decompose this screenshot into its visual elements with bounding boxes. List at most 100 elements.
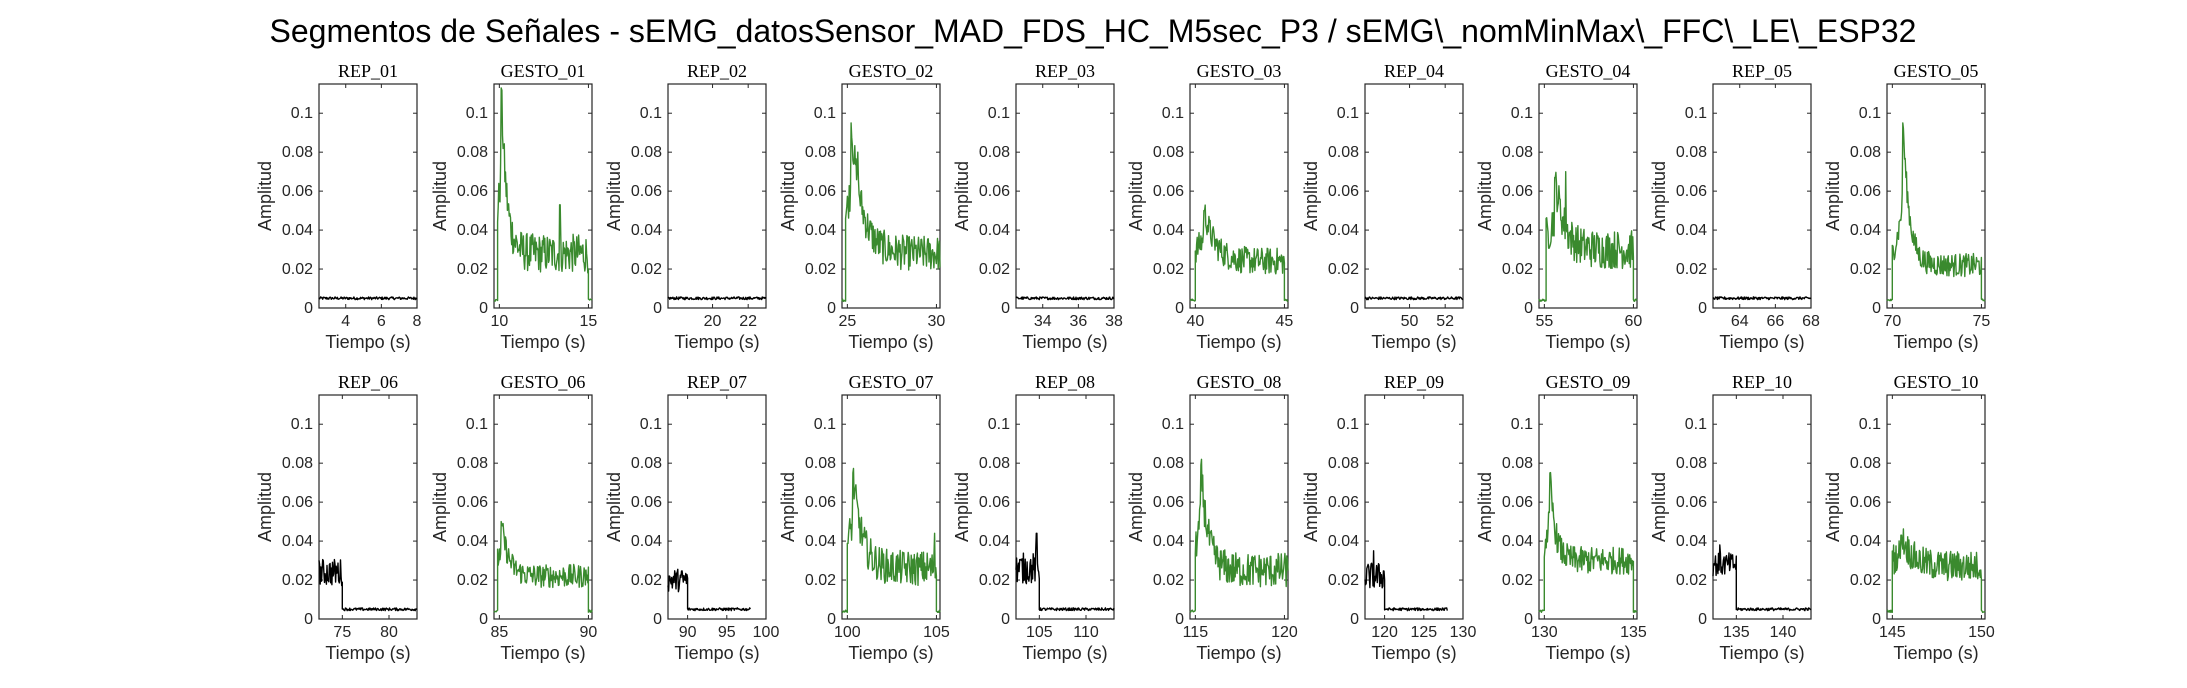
y-tick-label: 0.1 [291, 416, 313, 433]
x-tick-label: 125 [1410, 624, 1437, 641]
subplot-title: GESTO_02 [849, 61, 934, 81]
subplot-title: GESTO_10 [1894, 372, 1979, 392]
x-axis-label: Tiempo (s) [1893, 332, 1978, 352]
y-axis-label: Amplitud [1301, 472, 1321, 542]
y-tick-label: 0.1 [1162, 416, 1184, 433]
subplot-title: GESTO_01 [501, 61, 586, 81]
plot-frame [1886, 394, 1986, 620]
x-tick-label: 25 [838, 313, 856, 330]
plot-frame [841, 83, 941, 309]
y-axis-label: Amplitud [1649, 161, 1669, 231]
y-tick-label: 0.06 [979, 183, 1010, 200]
x-tick-label: 6 [377, 313, 386, 330]
x-tick-label: 120 [1371, 624, 1398, 641]
y-tick-label: 0 [1175, 300, 1184, 317]
subplot-title: REP_05 [1732, 61, 1792, 81]
subplot-rep-08: REP_08 0 0.02 0.04 0.06 0.08 0.1 105 110 Tiempo (… [952, 372, 1115, 663]
y-tick-label: 0 [1350, 300, 1359, 317]
subplot-title: REP_03 [1035, 61, 1095, 81]
y-tick-label: 0.04 [805, 533, 836, 550]
plot-frame [1538, 83, 1638, 309]
y-tick-label: 0.08 [979, 144, 1010, 161]
signal-trace [493, 87, 593, 302]
signal-trace [493, 520, 593, 613]
y-tick-label: 0.08 [1676, 455, 1707, 472]
y-tick-label: 0.1 [640, 105, 662, 122]
y-tick-label: 0.04 [1328, 222, 1359, 239]
y-tick-label: 0.02 [1676, 261, 1707, 278]
signal-trace [841, 122, 941, 303]
plot-frame [318, 394, 418, 620]
x-axis-label: Tiempo (s) [1196, 332, 1281, 352]
figure-title: Segmentos de Señales - sEMG_datosSensor_… [270, 13, 1917, 49]
y-tick-label: 0.04 [457, 222, 488, 239]
subplot-title: REP_08 [1035, 372, 1095, 392]
y-axis-label: Amplitud [604, 161, 624, 231]
subplot-title: GESTO_08 [1197, 372, 1282, 392]
signal-trace [1015, 296, 1115, 301]
x-tick-label: 80 [380, 624, 398, 641]
plot-frame [1015, 83, 1115, 309]
y-tick-label: 0 [1698, 300, 1707, 317]
x-tick-label: 4 [341, 313, 350, 330]
y-tick-label: 0.1 [1685, 105, 1707, 122]
y-tick-label: 0.02 [979, 261, 1010, 278]
y-tick-label: 0 [1175, 611, 1184, 628]
x-axis-label: Tiempo (s) [1719, 332, 1804, 352]
y-axis-label: Amplitud [1823, 472, 1843, 542]
signal-trace [1538, 471, 1638, 613]
plot-frame [667, 83, 767, 309]
x-axis-label: Tiempo (s) [674, 332, 759, 352]
y-tick-label: 0 [653, 611, 662, 628]
y-axis-label: Amplitud [1301, 161, 1321, 231]
subplot-title: REP_07 [687, 372, 747, 392]
x-tick-label: 40 [1186, 313, 1204, 330]
x-tick-label: 130 [1531, 624, 1558, 641]
signal-trace [667, 568, 751, 612]
y-tick-label: 0.02 [457, 261, 488, 278]
y-tick-label: 0.1 [814, 105, 836, 122]
signal-trace [1538, 170, 1638, 302]
y-tick-label: 0.04 [1328, 533, 1359, 550]
y-tick-label: 0 [304, 611, 313, 628]
y-tick-label: 0 [1872, 611, 1881, 628]
y-tick-label: 0 [1001, 300, 1010, 317]
y-tick-label: 0.02 [631, 261, 662, 278]
subplot-title: GESTO_04 [1546, 61, 1631, 81]
y-tick-label: 0.1 [640, 416, 662, 433]
y-tick-label: 0.1 [1162, 105, 1184, 122]
subplot-gesto-06: GESTO_06 0 0.02 0.04 0.06 0.08 0.1 85 90 Tiempo (… [430, 372, 597, 663]
x-tick-label: 110 [1073, 624, 1099, 641]
y-tick-label: 0.1 [1337, 416, 1359, 433]
y-tick-label: 0 [653, 300, 662, 317]
y-tick-label: 0.06 [457, 183, 488, 200]
y-tick-label: 0.04 [979, 533, 1010, 550]
subplot-title: GESTO_09 [1546, 372, 1631, 392]
y-tick-label: 0.06 [805, 494, 836, 511]
y-tick-label: 0.08 [805, 144, 836, 161]
x-axis-label: Tiempo (s) [1196, 643, 1281, 663]
y-tick-label: 0 [479, 300, 488, 317]
y-tick-label: 0.1 [466, 105, 488, 122]
y-tick-label: 0.04 [979, 222, 1010, 239]
x-tick-label: 68 [1802, 313, 1820, 330]
plot-frame [493, 83, 593, 309]
y-tick-label: 0.08 [805, 455, 836, 472]
x-tick-label: 105 [923, 624, 950, 641]
x-tick-label: 75 [333, 624, 351, 641]
y-tick-label: 0.02 [1850, 261, 1881, 278]
subplot-title: REP_02 [687, 61, 747, 81]
subplot-rep-05: REP_05 0 0.02 0.04 0.06 0.08 0.1 64 66 68 Tiempo (… [1649, 61, 1820, 352]
y-tick-label: 0.06 [631, 183, 662, 200]
y-axis-label: Amplitud [430, 472, 450, 542]
y-tick-label: 0 [304, 300, 313, 317]
plot-frame [667, 394, 767, 620]
y-tick-label: 0.02 [805, 572, 836, 589]
y-tick-label: 0.08 [631, 144, 662, 161]
subplot-rep-10: REP_10 0 0.02 0.04 0.06 0.08 0.1 135 140 Tiempo (… [1649, 372, 1812, 663]
y-tick-label: 0.1 [1859, 105, 1881, 122]
x-axis-label: Tiempo (s) [1022, 332, 1107, 352]
y-tick-label: 0.02 [631, 572, 662, 589]
x-axis-label: Tiempo (s) [1022, 643, 1107, 663]
